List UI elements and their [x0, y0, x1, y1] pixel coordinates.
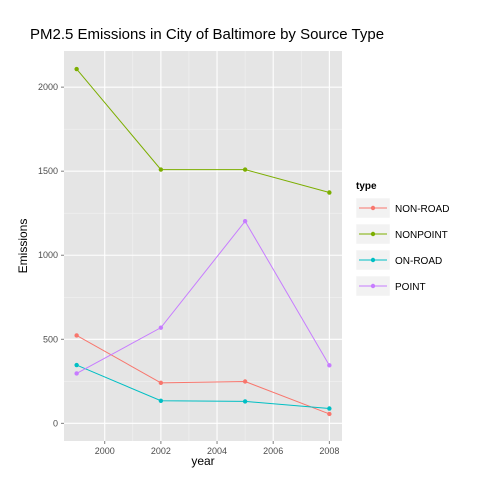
- y-tick-label: 1000: [38, 250, 58, 260]
- legend-key-point: [370, 283, 376, 289]
- data-point-non-road: [158, 380, 164, 386]
- legend-label: ON-ROAD: [395, 256, 442, 267]
- y-tick-label: 500: [43, 334, 58, 344]
- data-point-non-road: [74, 333, 79, 338]
- series-line-nonpoint: [76, 68, 330, 193]
- y-tick-label: 2000: [38, 82, 58, 92]
- series-line-non-road: [76, 335, 330, 415]
- grid-lines: [64, 51, 342, 441]
- legend-label: NON-ROAD: [395, 204, 449, 215]
- data-point-on-road: [158, 398, 164, 403]
- legend-label: NONPOINT: [395, 230, 448, 241]
- x-tick-label: 2008: [319, 446, 339, 456]
- data-point-nonpoint: [242, 167, 248, 172]
- legend-item-nonpoint: NONPOINT: [355, 223, 448, 245]
- x-axis-title: year: [191, 454, 214, 468]
- series-line-point: [76, 220, 330, 374]
- x-tick-label: 2004: [207, 446, 227, 456]
- data-point-on-road: [327, 406, 332, 411]
- data-point-nonpoint: [74, 66, 79, 72]
- legend-title: type: [356, 181, 377, 192]
- y-tick-label: 1500: [38, 166, 58, 176]
- data-point-nonpoint: [327, 190, 332, 195]
- legend-item-point: POINT: [355, 275, 426, 297]
- series-line-on-road: [76, 364, 330, 410]
- data-point-point: [327, 363, 332, 368]
- x-tick-label: 2000: [95, 446, 115, 456]
- plot-panel: [64, 51, 342, 441]
- legend-item-on-road: ON-ROAD: [355, 249, 442, 271]
- legend-key-point: [370, 231, 376, 237]
- legend: type NON-ROAD NONPOINT ON-ROAD POINT: [355, 181, 449, 297]
- y-tick-label: 0: [53, 418, 58, 428]
- y-axis-title: Emissions: [16, 219, 30, 274]
- legend-label: POINT: [395, 282, 426, 293]
- x-axis-ticks: 2000 2002 2004 2006 2008: [95, 441, 339, 456]
- data-point-on-road: [74, 362, 79, 368]
- data-point-point: [242, 219, 248, 224]
- data-point-point: [158, 325, 164, 330]
- data-point-on-road: [242, 399, 248, 404]
- legend-key-point: [370, 257, 376, 263]
- chart-title: PM2.5 Emissions in City of Baltimore by …: [30, 26, 384, 43]
- data-point-point: [74, 371, 79, 376]
- legend-items: NON-ROAD NONPOINT ON-ROAD POINT: [355, 197, 449, 297]
- x-tick-label: 2002: [151, 446, 171, 456]
- data-point-nonpoint: [158, 167, 164, 172]
- data-point-non-road: [242, 379, 248, 384]
- legend-key-point: [370, 205, 376, 211]
- data-point-non-road: [327, 411, 332, 417]
- x-tick-label: 2006: [263, 446, 283, 456]
- y-axis-ticks: 0 500 1000 1500 2000: [38, 82, 64, 428]
- legend-item-non-road: NON-ROAD: [355, 197, 449, 219]
- series-layer: [74, 66, 332, 417]
